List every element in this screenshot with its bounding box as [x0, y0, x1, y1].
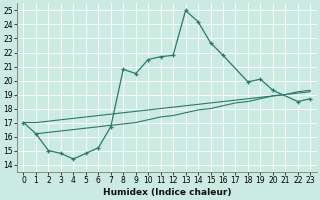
X-axis label: Humidex (Indice chaleur): Humidex (Indice chaleur)	[103, 188, 231, 197]
